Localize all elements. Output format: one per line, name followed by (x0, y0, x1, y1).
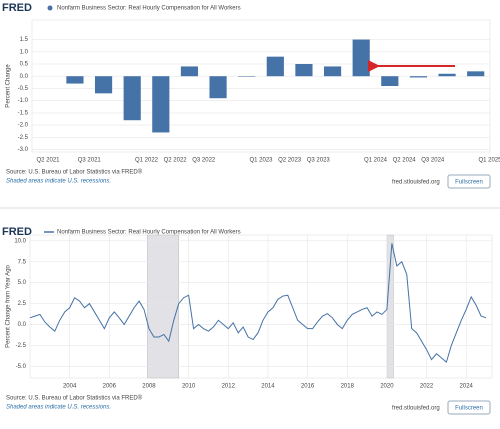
bar (409, 76, 428, 78)
chart-top: FRED Nonfarm Business Sector: Real Hourly… (2, 2, 500, 189)
bar (266, 56, 284, 77)
y-tick-label: -5.0 (16, 364, 27, 370)
x-tick-label: 2004 (63, 384, 77, 390)
x-tick-label: Q2 2021 (36, 158, 60, 164)
plot-area (31, 19, 491, 153)
y-tick-label: -1.0 (18, 98, 29, 104)
y-tick-label: 2.5 (18, 301, 27, 307)
x-tick-label: Q2 2022 (164, 158, 188, 164)
panel (0, 212, 500, 424)
fullscreen-button[interactable] (447, 400, 491, 415)
x-tick-label: 2018 (341, 384, 355, 390)
y-tick-label: -2.5 (18, 135, 29, 141)
x-tick-label: 2022 (420, 384, 434, 390)
y-axis-label: Percent Change from Year Ago (6, 264, 12, 347)
bar (66, 76, 84, 84)
legend-swatch (47, 5, 53, 11)
y-tick-label: 7.5 (18, 259, 27, 265)
y-tick-label: -2.5 (16, 343, 27, 349)
x-tick-label: 2012 (222, 384, 236, 390)
bar (323, 66, 342, 77)
y-tick-label: -1.5 (18, 110, 29, 116)
x-tick-label: Q3 2024 (421, 158, 445, 164)
bar (180, 66, 199, 77)
x-tick-label: 2010 (182, 384, 196, 390)
source: Source: U.S. Bureau of Labor Statistics … (6, 169, 143, 176)
x-tick-label: Q2 2023 (278, 158, 302, 164)
y-tick-label: 0.0 (20, 74, 29, 80)
y-tick-label: 5.0 (18, 280, 27, 286)
legend-label: Nonfarm Business Sector: Real Hourly Com… (57, 6, 241, 12)
fullscreen-button[interactable] (447, 174, 491, 189)
bar (152, 76, 170, 133)
x-tick-label: Q1 2022 (135, 158, 159, 164)
link[interactable]: fred.stlouisfed.org (392, 180, 440, 186)
bar (438, 73, 456, 77)
x-tick-label: Q3 2022 (192, 158, 216, 164)
x-tick-label: 2014 (261, 384, 275, 390)
y-tick-label: -0.5 (18, 86, 29, 92)
fullscreen-label[interactable]: Fullscreen (455, 406, 483, 412)
bar (467, 71, 485, 77)
bar (295, 64, 313, 77)
y-tick-label: 0.0 (18, 322, 27, 328)
bar (238, 76, 256, 77)
chart-bottom: FRED Nonfarm Business Sector: Real Hourly… (2, 226, 493, 415)
line (29, 243, 487, 363)
plot-area (29, 234, 493, 379)
legend-label: Nonfarm Business Sector: Real Hourly Com… (57, 230, 241, 236)
y-tick-label: -2.0 (18, 123, 29, 129)
y-tick-label: 1.5 (20, 37, 29, 43)
x-tick-label: Q3 2023 (307, 158, 331, 164)
logo: FRED (2, 226, 32, 238)
x-tick-label: Q2 2024 (393, 158, 417, 164)
bar (94, 76, 113, 94)
fullscreen-label[interactable]: Fullscreen (455, 180, 483, 186)
y-axis-label: Percent Change (6, 64, 12, 108)
bar (381, 76, 399, 86)
y-tick-label: 1.0 (20, 49, 29, 55)
x-tick-label: 2016 (301, 384, 315, 390)
x-tick-label: Q1 2025 (478, 158, 500, 164)
x-tick-label: 2006 (103, 384, 117, 390)
x-tick-label: Q1 2024 (364, 158, 388, 164)
source: Source: U.S. Bureau of Labor Statistics … (6, 395, 143, 402)
y-tick-label: -3.0 (18, 147, 29, 153)
bar (352, 39, 370, 77)
x-tick-label: 2020 (380, 384, 394, 390)
bar (123, 76, 141, 121)
note: Shaded areas indicate U.S. recessions. (6, 405, 111, 411)
x-tick-label: 2008 (142, 384, 156, 390)
y-tick-label: 10.0 (14, 238, 26, 244)
panel (0, 0, 500, 205)
recession-shade (147, 234, 179, 379)
note: Shaded areas indicate U.S. recessions. (6, 179, 111, 185)
bar (209, 76, 227, 99)
link[interactable]: fred.stlouisfed.org (392, 406, 440, 412)
x-tick-label: 2024 (460, 384, 474, 390)
x-tick-label: Q3 2021 (78, 158, 102, 164)
logo: FRED (2, 2, 32, 14)
x-tick-label: Q1 2023 (249, 158, 273, 164)
recession-shade (386, 234, 394, 379)
y-tick-label: 0.5 (20, 62, 29, 68)
